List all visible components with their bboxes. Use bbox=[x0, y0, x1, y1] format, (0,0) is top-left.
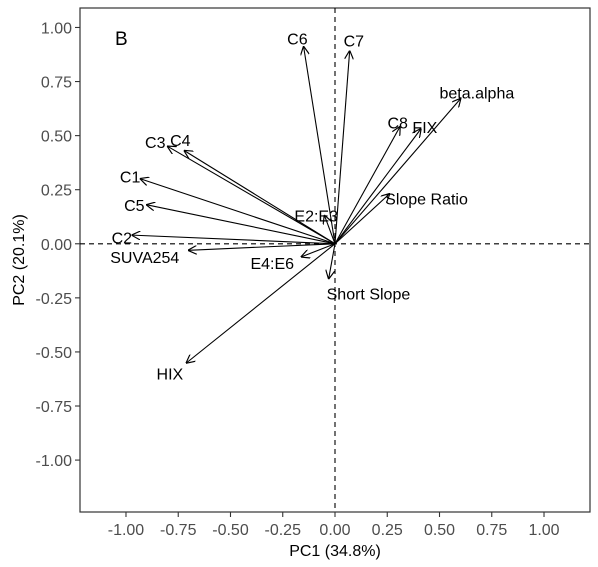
x-tick-label: -0.50 bbox=[212, 522, 249, 539]
y-tick-label: 1.00 bbox=[41, 20, 72, 37]
y-tick-label: -0.25 bbox=[36, 291, 73, 308]
y-tick-label: 0.50 bbox=[41, 129, 72, 146]
y-tick-label: 0.75 bbox=[41, 75, 72, 92]
vector-label-c7: C7 bbox=[344, 33, 365, 50]
x-tick-label: -1.00 bbox=[108, 522, 145, 539]
x-tick-label: 0.50 bbox=[424, 522, 455, 539]
vector-label-c5: C5 bbox=[124, 198, 145, 215]
panel-label: B bbox=[115, 29, 128, 50]
y-tick-label: -0.50 bbox=[36, 345, 73, 362]
vector-label-c4: C4 bbox=[170, 133, 191, 150]
vector-label-fix: FIX bbox=[412, 120, 437, 137]
x-tick-label: -0.25 bbox=[265, 522, 302, 539]
y-tick-label: 0.00 bbox=[41, 237, 72, 254]
x-tick-label: 1.00 bbox=[528, 522, 559, 539]
x-axis: -1.00 -0.75 -0.50 -0.25 0.00 0.25 0.50 0.75 1.00 bbox=[108, 512, 560, 539]
vector-label-c6: C6 bbox=[287, 31, 308, 48]
x-axis-title: PC1 (34.8%) bbox=[289, 543, 381, 560]
x-tick-label: 0.25 bbox=[372, 522, 403, 539]
vector-label-e2-e3: E2:E3 bbox=[294, 209, 338, 226]
y-axis-title: PC2 (20.1%) bbox=[11, 214, 28, 306]
y-tick-label: -1.00 bbox=[36, 453, 73, 470]
x-tick-label: 0.00 bbox=[319, 522, 350, 539]
y-tick-label: 0.25 bbox=[41, 183, 72, 200]
vector-label-c2: C2 bbox=[112, 230, 133, 247]
vector-label-c3: C3 bbox=[145, 135, 166, 152]
vector-label-e4-e6: E4:E6 bbox=[250, 256, 294, 273]
vector-label-suva254: SUVA254 bbox=[110, 250, 179, 267]
y-axis: 1.00 0.75 0.50 0.25 0.00 -0.25 -0.50 -0.75 -1.00 bbox=[36, 20, 80, 470]
vector-label-c8: C8 bbox=[387, 116, 408, 133]
vector-label-hix: HIX bbox=[157, 367, 184, 384]
vector-label-short-slope: Short Slope bbox=[327, 287, 411, 304]
y-tick-label: -0.75 bbox=[36, 399, 73, 416]
x-tick-label: -0.75 bbox=[160, 522, 197, 539]
vector-label-c1: C1 bbox=[120, 170, 141, 187]
vector-label-slope-ratio: Slope Ratio bbox=[385, 191, 468, 208]
x-tick-label: 0.75 bbox=[476, 522, 507, 539]
vector-label-beta-alpha: beta.alpha bbox=[440, 85, 515, 102]
